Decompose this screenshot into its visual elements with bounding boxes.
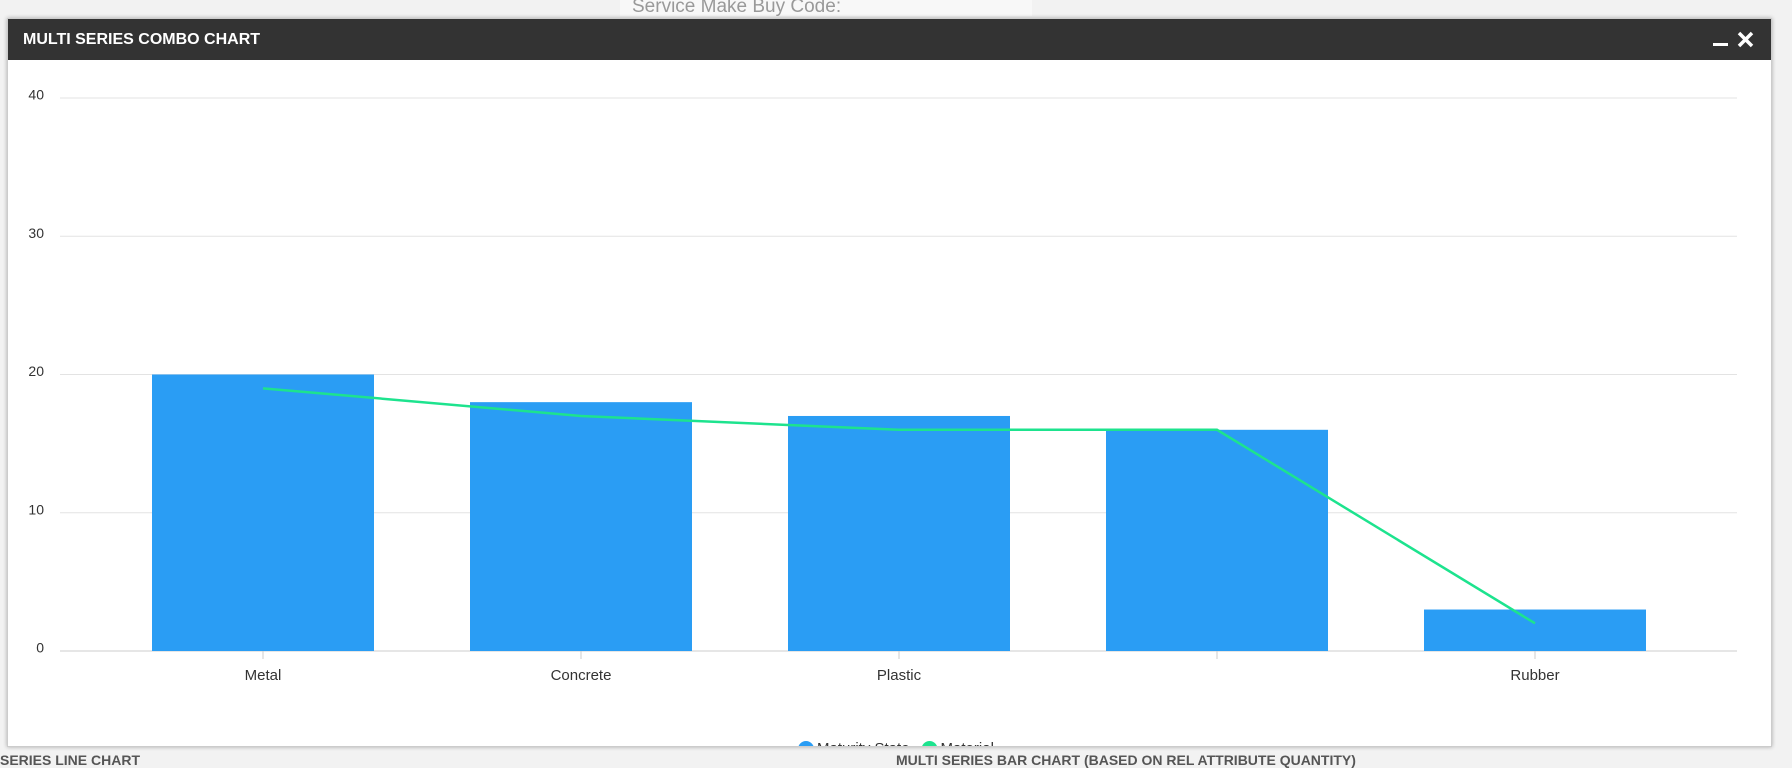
y-tick-label: 10 xyxy=(28,501,44,517)
legend-marker xyxy=(798,741,814,757)
window-title: MULTI SERIES COMBO CHART xyxy=(23,31,261,48)
bar xyxy=(152,374,374,651)
chart: 0 10 20 30 40 Metal Concrete Plastic Rubber Matur… xyxy=(28,87,1737,757)
bar xyxy=(470,402,692,651)
panel-title: SERIES LINE CHART xyxy=(0,752,141,768)
bar xyxy=(1424,609,1646,651)
minimize-button[interactable] xyxy=(1713,43,1728,46)
x-tick-label: Plastic xyxy=(877,667,922,684)
close-button[interactable] xyxy=(1737,31,1754,48)
y-tick-label: 40 xyxy=(28,87,44,103)
y-tick-label: 0 xyxy=(36,640,44,656)
legend-label: Maturity State xyxy=(817,740,910,746)
y-tick-label: 30 xyxy=(28,225,44,241)
window-header: MULTI SERIES COMBO CHART xyxy=(8,19,1771,60)
x-tick-label: Metal xyxy=(245,667,282,684)
x-tick-label: Concrete xyxy=(551,667,612,684)
chart-window: MULTI SERIES COMBO CHART 0 10 20 30 40 Metal C… xyxy=(7,18,1772,757)
window-controls xyxy=(1713,31,1754,48)
bar xyxy=(1106,429,1328,651)
x-tick-label: Rubber xyxy=(1510,667,1559,684)
y-tick-label: 20 xyxy=(28,363,44,379)
line xyxy=(262,387,1536,625)
panel-title: MULTI SERIES BAR CHART (BASED ON REL ATT… xyxy=(896,752,1356,768)
bar xyxy=(788,415,1010,651)
field-label: Service Make Buy Code: xyxy=(620,0,1032,16)
legend-label: Material xyxy=(941,740,994,746)
legend-marker xyxy=(921,741,938,757)
